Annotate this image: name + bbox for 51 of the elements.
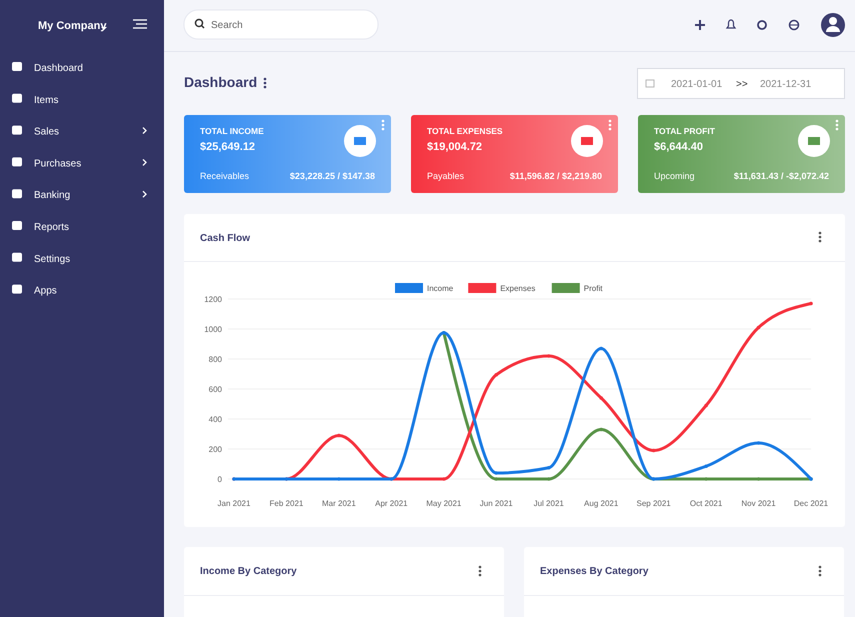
legend-label: Income — [427, 284, 454, 293]
text: Dashboard — [184, 74, 258, 90]
x-tick-label: May 2021 — [426, 499, 462, 508]
text: $11,596.82 / $2,219.80 — [510, 171, 602, 181]
text: My Company — [38, 20, 108, 32]
text: Reports — [34, 222, 70, 233]
text: Dashboard — [34, 63, 83, 74]
y-tick-label: 600 — [208, 385, 223, 394]
x-tick-label: Mar 2021 — [322, 499, 356, 508]
text: TOTAL PROFIT — [654, 126, 716, 136]
x-tick-label: Oct 2021 — [690, 499, 723, 508]
y-tick-label: 0 — [218, 475, 223, 484]
x-tick-label: Jan 2021 — [218, 499, 252, 508]
text: 2021-01-01 — [671, 79, 723, 90]
text: $6,644.40 — [654, 141, 703, 153]
text: $25,649.12 — [200, 141, 256, 153]
text: TOTAL EXPENSES — [427, 126, 503, 136]
y-tick-label: 800 — [208, 355, 223, 364]
text: >> — [736, 79, 748, 90]
x-tick-label: Apr 2021 — [375, 499, 408, 508]
text: Sales — [34, 126, 60, 138]
text: Income By Category — [200, 566, 298, 577]
y-tick-label: 1000 — [204, 325, 223, 334]
text: Items — [34, 94, 58, 106]
x-tick-label: Jun 2021 — [480, 499, 514, 508]
text: Upcoming — [654, 171, 695, 181]
text: $19,004.72 — [427, 141, 482, 153]
text: Expenses By Category — [540, 566, 649, 577]
y-tick-label: 200 — [208, 445, 223, 454]
x-tick-label: Sep 2021 — [636, 499, 672, 508]
x-tick-label: Feb 2021 — [270, 499, 304, 508]
text: Purchases — [34, 158, 82, 170]
legend-label: Expenses — [500, 284, 536, 293]
legend-label: Profit — [584, 284, 604, 293]
text: TOTAL INCOME — [200, 126, 264, 136]
text: Search — [211, 20, 243, 31]
text: Receivables — [200, 171, 250, 181]
x-tick-label: Dec 2021 — [794, 499, 829, 508]
x-tick-label: Jul 2021 — [534, 499, 564, 508]
text: $11,631.43 / -$2,072.42 — [734, 171, 829, 181]
text: Settings — [34, 254, 70, 265]
y-tick-label: 1200 — [204, 295, 223, 304]
text: Banking — [34, 190, 70, 202]
y-tick-label: 400 — [208, 415, 223, 424]
text: $23,228.25 / $147.38 — [290, 171, 375, 181]
chart-title: Cash Flow — [200, 233, 250, 244]
text: Apps — [34, 286, 57, 297]
text: Payables — [427, 171, 465, 181]
x-tick-label: Aug 2021 — [584, 499, 619, 508]
text: 2021-12-31 — [760, 79, 812, 90]
x-tick-label: Nov 2021 — [741, 499, 776, 508]
